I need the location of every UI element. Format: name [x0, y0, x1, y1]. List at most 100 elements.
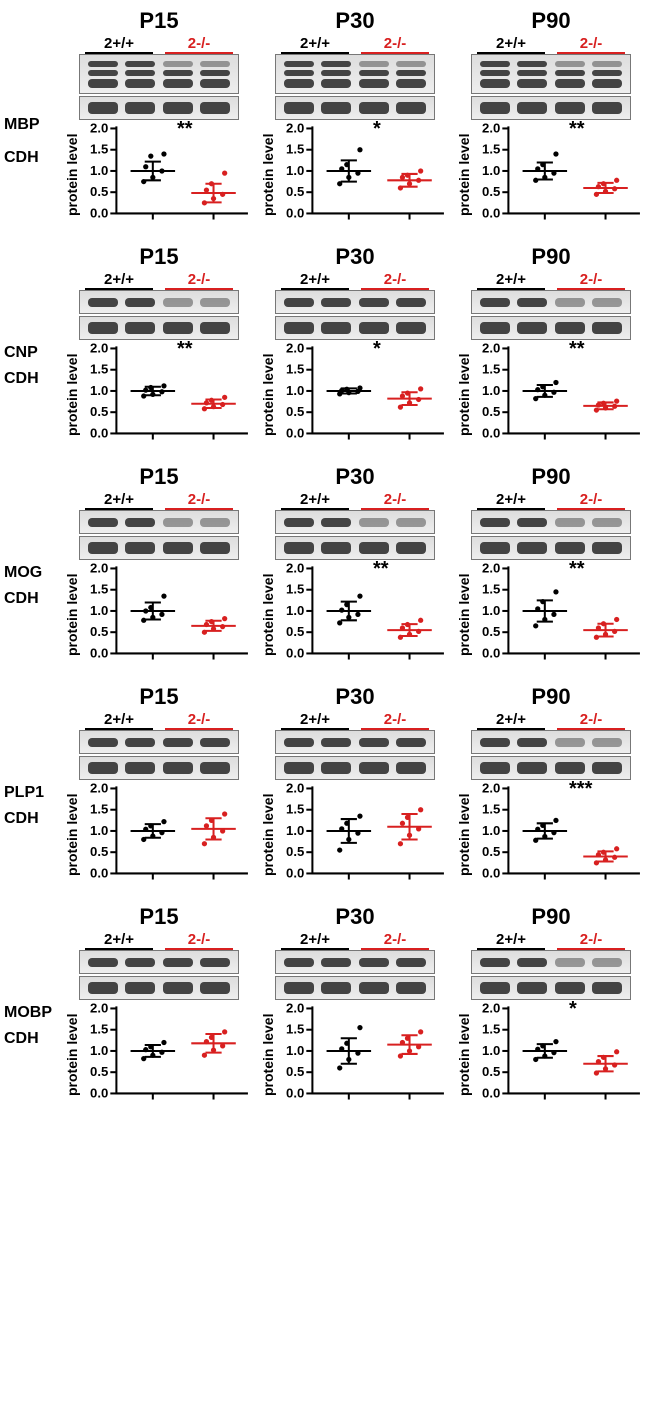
- chart: protein level0.00.51.01.52.0: [260, 780, 450, 890]
- protein-label: MOG: [4, 560, 58, 586]
- svg-text:0.5: 0.5: [482, 844, 500, 859]
- svg-text:2.0: 2.0: [482, 561, 500, 576]
- timepoint-title: P15: [139, 684, 178, 710]
- genotype-wt: 2+/+: [281, 492, 349, 510]
- chart: protein level0.00.51.01.52.0**: [456, 120, 646, 230]
- genotype-ko: 2-/-: [361, 712, 429, 730]
- svg-text:2.0: 2.0: [286, 341, 304, 356]
- svg-text:1.0: 1.0: [90, 823, 108, 838]
- svg-text:1.5: 1.5: [90, 142, 108, 157]
- svg-text:0.0: 0.0: [286, 425, 304, 440]
- y-axis-label: protein level: [456, 560, 474, 670]
- svg-text:0.5: 0.5: [90, 1064, 108, 1079]
- chart: protein level0.00.51.01.52.0*: [456, 1000, 646, 1110]
- genotype-ko: 2-/-: [361, 492, 429, 510]
- svg-text:0.0: 0.0: [482, 205, 500, 220]
- panel: P152+/+2-/-protein level0.00.51.01.52.0*…: [64, 244, 254, 450]
- protein-label: CNP: [4, 340, 58, 366]
- svg-text:0.0: 0.0: [90, 645, 108, 660]
- svg-text:2.0: 2.0: [90, 781, 108, 796]
- svg-text:0.5: 0.5: [90, 184, 108, 199]
- y-axis-label: protein level: [64, 1000, 82, 1110]
- blot-protein: [79, 510, 239, 534]
- svg-text:1.5: 1.5: [286, 582, 304, 597]
- svg-text:0.5: 0.5: [90, 624, 108, 639]
- panel: P152+/+2-/-protein level0.00.51.01.52.0: [64, 464, 254, 670]
- y-axis-label: protein level: [260, 560, 278, 670]
- timepoint-title: P30: [335, 464, 374, 490]
- genotype-labels: 2+/+2-/-: [471, 270, 631, 290]
- y-axis-label: protein level: [456, 340, 474, 450]
- chart: protein level0.00.51.01.52.0: [64, 1000, 254, 1110]
- loading-label: CDH: [4, 145, 58, 171]
- svg-text:1.0: 1.0: [90, 383, 108, 398]
- genotype-labels: 2+/+ 2-/-: [471, 710, 631, 730]
- genotype-labels: 2+/+2-/-: [79, 710, 239, 730]
- significance-marker: **: [569, 558, 585, 581]
- significance-marker: **: [569, 118, 585, 141]
- timepoint-title: P30: [335, 684, 374, 710]
- svg-text:1.5: 1.5: [482, 582, 500, 597]
- blot-loading: [275, 96, 435, 120]
- svg-text:1.0: 1.0: [482, 603, 500, 618]
- panel: P902+/+2-/-protein level0.00.51.01.52.0*…: [456, 8, 646, 230]
- genotype-labels: 2+/+2-/-: [79, 270, 239, 290]
- svg-text:1.5: 1.5: [90, 1022, 108, 1037]
- panel: P902+/+2-/-protein level0.00.51.01.52.0*…: [456, 684, 646, 890]
- svg-text:0.5: 0.5: [286, 184, 304, 199]
- panel: P302+/+2-/-protein level0.00.51.01.52.0*: [260, 244, 450, 450]
- protein-row: PLP1CDHP152+/+2-/-protein level0.00.51.0…: [4, 684, 646, 890]
- significance-marker: **: [177, 338, 193, 361]
- genotype-ko: 2-/-: [165, 272, 233, 290]
- svg-text:1.0: 1.0: [482, 823, 500, 838]
- genotype-wt: 2+/+: [281, 932, 349, 950]
- chart: protein level0.00.51.01.52.0**: [64, 120, 254, 230]
- protein-label: MBP: [4, 105, 58, 145]
- timepoint-title: P15: [139, 8, 178, 34]
- svg-text:2.0: 2.0: [286, 121, 304, 136]
- panel: P902+/+2-/-protein level0.00.51.01.52.0*…: [456, 464, 646, 670]
- chart: protein level0.00.51.01.52.0: [64, 560, 254, 670]
- svg-text:1.5: 1.5: [482, 1022, 500, 1037]
- blot-protein: [79, 950, 239, 974]
- blot-protein: [471, 730, 631, 754]
- genotype-wt: 2+/+: [85, 932, 153, 950]
- svg-text:0.5: 0.5: [90, 844, 108, 859]
- panel: P302+/+2-/-protein level0.00.51.01.52.0: [260, 904, 450, 1110]
- blot-protein: [79, 290, 239, 314]
- svg-text:2.0: 2.0: [90, 121, 108, 136]
- genotype-wt: 2+/+: [477, 492, 545, 510]
- genotype-labels: 2+/+2-/-: [275, 34, 435, 54]
- genotype-labels: 2+/+2-/-: [275, 270, 435, 290]
- genotype-wt: 2+/+: [477, 712, 545, 730]
- chart: protein level0.00.51.01.52.0**: [456, 340, 646, 450]
- svg-text:1.0: 1.0: [482, 383, 500, 398]
- genotype-labels: 2+/+2-/-: [275, 930, 435, 950]
- svg-text:1.0: 1.0: [90, 1043, 108, 1058]
- timepoint-title: P30: [335, 244, 374, 270]
- panel: P302+/+2-/-protein level0.00.51.01.52.0*…: [260, 464, 450, 670]
- loading-label: CDH: [4, 366, 58, 392]
- protein-row: MBPCDHP152+/+2-/-protein level0.00.51.01…: [4, 8, 646, 230]
- genotype-ko: 2-/-: [557, 272, 625, 290]
- genotype-labels: 2+/+2-/-: [471, 930, 631, 950]
- svg-text:2.0: 2.0: [482, 121, 500, 136]
- svg-text:0.0: 0.0: [286, 1085, 304, 1100]
- blot-loading: [79, 96, 239, 120]
- blot-protein: [471, 510, 631, 534]
- svg-text:2.0: 2.0: [286, 1001, 304, 1016]
- panel: P902+/+2-/-protein level0.00.51.01.52.0*: [456, 904, 646, 1110]
- timepoint-title: P15: [139, 904, 178, 930]
- panel: P152+/+2-/-protein level0.00.51.01.52.0*…: [64, 8, 254, 230]
- genotype-ko: 2-/-: [557, 712, 625, 730]
- significance-marker: *: [569, 998, 577, 1021]
- blot-protein: [79, 54, 239, 94]
- blot-loading: [275, 316, 435, 340]
- svg-text:0.5: 0.5: [286, 1064, 304, 1079]
- svg-text:2.0: 2.0: [482, 341, 500, 356]
- row-labels: MBPCDH: [4, 8, 58, 230]
- blot-loading: [79, 316, 239, 340]
- y-axis-label: protein level: [456, 780, 474, 890]
- blot-protein: [275, 730, 435, 754]
- blot-loading: [79, 976, 239, 1000]
